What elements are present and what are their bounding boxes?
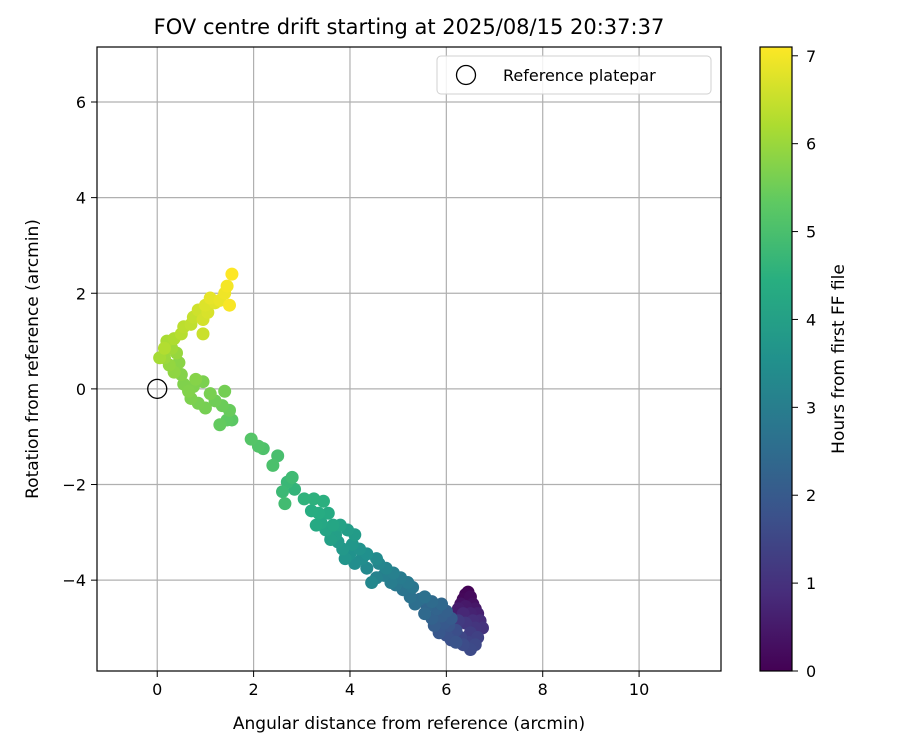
legend-label: Reference platepar <box>503 66 656 85</box>
scatter-point <box>285 470 299 484</box>
colorbar-frame <box>759 46 793 672</box>
reference-marker <box>147 378 168 400</box>
scatter-point <box>321 506 335 520</box>
y-tick-label: 2 <box>76 284 86 303</box>
scatter-point <box>449 635 463 649</box>
y-tick-label: 0 <box>76 380 86 399</box>
scatter-point <box>418 607 432 621</box>
colorbar-label: Hours from first FF file <box>829 264 849 454</box>
x-axis-ticks: 0 2 4 6 8 10 <box>152 671 649 699</box>
x-tick-label: 6 <box>441 680 451 699</box>
x-tick-label: 2 <box>249 680 259 699</box>
y-tick-label: 4 <box>76 189 86 208</box>
x-tick-label: 4 <box>345 680 355 699</box>
colorbar-gradient <box>760 47 792 671</box>
grid-lines <box>97 47 721 671</box>
colorbar-tick-label: 6 <box>806 135 816 154</box>
scatter-point <box>182 384 196 398</box>
y-tick-label: −4 <box>62 571 86 590</box>
scatter-point <box>213 418 227 432</box>
x-axis-label: Angular distance from reference (arcmin) <box>233 714 585 734</box>
colorbar-tick-label: 2 <box>806 486 816 505</box>
y-tick-label: 6 <box>76 93 86 112</box>
scatter-point <box>348 556 362 570</box>
colorbar-tick-label: 7 <box>806 47 816 66</box>
scatter-point <box>203 387 217 401</box>
scatter-point <box>244 432 258 446</box>
scatter-point <box>309 518 323 532</box>
scatter-point <box>196 327 210 341</box>
scatter-point <box>418 590 432 604</box>
colorbar-tick-label: 1 <box>806 574 816 593</box>
scatter-point <box>223 298 237 312</box>
scatter-point <box>276 485 290 499</box>
scatter-point <box>304 504 318 518</box>
colorbar: 0 1 2 3 4 5 6 7 Hours from first FF file <box>759 46 849 681</box>
colorbar-ticks: 0 1 2 3 4 5 6 7 <box>792 47 816 681</box>
scatter-points <box>153 267 489 656</box>
legend-box <box>436 55 712 95</box>
scatter-point <box>189 372 203 386</box>
legend-marker <box>455 64 477 86</box>
colorbar-tick-label: 0 <box>806 662 816 681</box>
scatter-point <box>365 576 379 590</box>
scatter-point <box>324 533 338 547</box>
scatter-point <box>360 561 374 575</box>
y-axis-ticks: −4 −2 0 2 4 6 <box>62 93 97 590</box>
scatter-point <box>157 341 171 355</box>
scatter-point <box>266 458 280 472</box>
plot-frame <box>96 46 722 672</box>
scatter-point <box>326 518 340 532</box>
scatter-point <box>220 279 234 293</box>
scatter-point <box>278 497 292 511</box>
x-tick-label: 0 <box>152 680 162 699</box>
scatter-point <box>297 492 311 506</box>
colorbar-tick-label: 4 <box>806 310 816 329</box>
y-tick-label: −2 <box>62 476 86 495</box>
scatter-point <box>271 449 285 463</box>
colorbar-tick-label: 3 <box>806 398 816 417</box>
legend: Reference platepar <box>436 55 712 95</box>
scatter-point <box>307 492 321 506</box>
reference-point <box>147 378 168 400</box>
x-tick-label: 8 <box>538 680 548 699</box>
y-axis-label: Rotation from reference (arcmin) <box>23 219 43 499</box>
scatter-point <box>369 552 383 566</box>
chart-title: FOV centre drift starting at 2025/08/15 … <box>154 15 665 39</box>
colorbar-tick-label: 5 <box>806 223 816 242</box>
x-tick-label: 10 <box>629 680 649 699</box>
scatter-point <box>153 351 167 365</box>
scatter-point <box>225 267 239 281</box>
scatter-point <box>218 384 232 398</box>
